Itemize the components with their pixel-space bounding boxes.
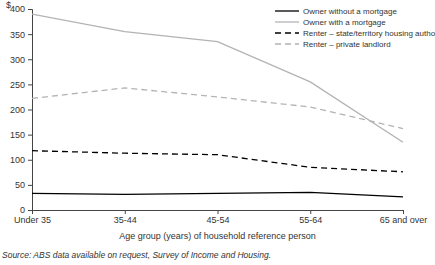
legend-item: Owner with a mortgage: [275, 18, 386, 27]
legend-label: Renter – private landlord: [303, 40, 391, 49]
x-tick-label: 65 and over: [380, 215, 428, 225]
y-tick: 300: [10, 55, 32, 65]
y-tick: 150: [10, 130, 32, 140]
legend-label: Renter – state/territory housing authori…: [303, 29, 435, 38]
x-tick-mark: [403, 210, 404, 214]
x-tick-mark: [32, 210, 33, 214]
y-tick-label: 350: [10, 30, 25, 40]
legend-item: Owner without a mortgage: [275, 7, 397, 16]
y-tick: 400: [10, 4, 32, 14]
y-tick: 200: [10, 105, 32, 115]
y-tick: 350: [10, 30, 32, 40]
x-tick-label: 55-64: [299, 215, 322, 225]
chart: 0 50 100 150 200 250 300 350 400 Under 35 35-44 45-…: [0, 0, 435, 265]
y-tick-mark: [28, 84, 32, 85]
y-tick-mark: [28, 185, 32, 186]
y-tick: 0: [20, 205, 32, 215]
x-tick-label: 35-44: [114, 215, 137, 225]
x-tick: Under 35: [14, 210, 51, 225]
y-tick-label: 100: [10, 155, 25, 165]
lines: [32, 14, 403, 197]
y-tick-label: 0: [20, 205, 25, 215]
annotation: Source: ABS data available on request, S…: [2, 250, 271, 260]
x-tick: 35-44: [114, 210, 137, 225]
y-axis-title: $: [6, 0, 11, 10]
y-tick-label: 50: [15, 180, 25, 190]
x-tick-label: 45-54: [206, 215, 229, 225]
y-tick: 100: [10, 155, 32, 165]
x-axis-title: Age group (years) of household reference…: [119, 231, 316, 241]
legend-swatch: [275, 32, 299, 33]
legend-label: Owner with a mortgage: [303, 18, 386, 27]
x-axis-line: [33, 211, 404, 215]
y-axis-line: [28, 10, 33, 211]
y-tick-label: 250: [10, 80, 25, 90]
x-tick: 55-64: [299, 210, 322, 225]
x-tick: 65 and over: [380, 210, 428, 225]
x-tick-label: Under 35: [14, 215, 51, 225]
series-line: [32, 192, 403, 197]
y-tick-mark: [28, 135, 32, 136]
y-tick-label: 200: [10, 105, 25, 115]
y-tick-label: 400: [10, 4, 25, 14]
legend-swatch: [275, 21, 299, 22]
x-tick: 45-54: [206, 210, 229, 225]
legend-item: Renter – private landlord: [275, 40, 391, 49]
y-tick-label: 150: [10, 130, 25, 140]
x-tick-mark: [218, 210, 219, 214]
y-tick-mark: [28, 9, 32, 10]
y-tick-mark: [28, 160, 32, 161]
legend-item: Renter – state/territory housing authori…: [275, 29, 435, 38]
y-tick-mark: [28, 34, 32, 35]
series-line: [32, 151, 403, 172]
series-line: [32, 88, 403, 129]
y-tick: 250: [10, 80, 32, 90]
x-axis: Under 35 35-44 45-54 55-64 65 and over: [14, 210, 427, 225]
legend: Owner without a mortgage Owner with a mor…: [275, 7, 435, 49]
y-tick: 50: [15, 180, 32, 190]
legend-swatch: [275, 10, 299, 11]
legend-swatch: [275, 43, 299, 44]
x-tick-mark: [310, 210, 311, 214]
y-tick-label: 300: [10, 55, 25, 65]
legend-label: Owner without a mortgage: [303, 7, 397, 16]
x-tick-mark: [125, 210, 126, 214]
y-tick-mark: [28, 59, 32, 60]
y-tick-mark: [28, 210, 32, 211]
y-tick-mark: [28, 110, 32, 111]
y-axis: 0 50 100 150 200 250 300 350 400: [10, 4, 33, 215]
